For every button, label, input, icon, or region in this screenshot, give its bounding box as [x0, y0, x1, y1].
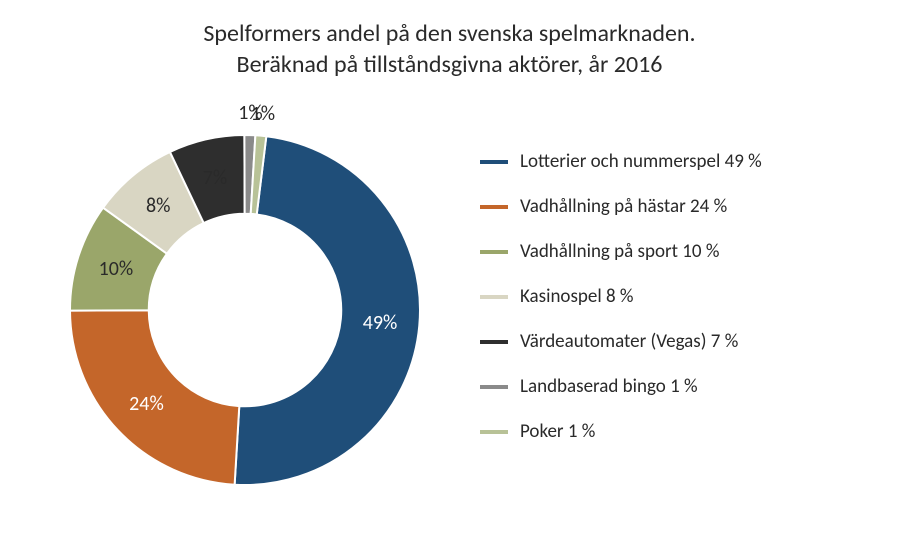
legend-label-3: Kasinospel 8 %: [520, 285, 633, 308]
title-line-2: Beräknad på tillståndsgivna aktörer, år …: [237, 50, 663, 79]
legend-item-3: Kasinospel 8 %: [480, 285, 880, 308]
chart-title: Spelformers andel på den svenska spelmar…: [0, 0, 899, 90]
legend-swatch-0: [480, 160, 508, 164]
chart-area: 49%24%10%8%7%1%1% Lotterier och nummersp…: [0, 90, 899, 560]
slice-label-4: 7%: [203, 166, 227, 190]
slice-label-3: 8%: [146, 194, 170, 218]
legend-item-2: Vadhållning på sport 10 %: [480, 240, 880, 263]
legend-label-5: Landbaserad bingo 1 %: [520, 375, 698, 398]
legend-swatch-2: [480, 250, 508, 254]
legend-swatch-6: [480, 430, 508, 434]
slice-label-0: 49%: [363, 311, 398, 335]
legend-label-1: Vadhållning på hästar 24 %: [520, 195, 727, 218]
slice-label-1: 24%: [129, 392, 164, 416]
legend-label-6: Poker 1 %: [520, 420, 595, 443]
slice-label-6: 1%: [251, 102, 275, 126]
slice-label-2: 10%: [99, 257, 134, 281]
legend-item-4: Värdeautomater (Vegas) 7 %: [480, 330, 880, 353]
title-line-1: Spelformers andel på den svenska spelmar…: [203, 19, 695, 48]
legend-label-0: Lotterier och nummerspel 49 %: [520, 150, 762, 173]
legend-item-6: Poker 1 %: [480, 420, 880, 443]
legend-label-2: Vadhållning på sport 10 %: [520, 240, 719, 263]
legend-swatch-5: [480, 385, 508, 389]
legend-swatch-1: [480, 205, 508, 209]
legend-label-4: Värdeautomater (Vegas) 7 %: [520, 330, 738, 353]
legend-item-5: Landbaserad bingo 1 %: [480, 375, 880, 398]
legend-swatch-4: [480, 340, 508, 344]
legend-swatch-3: [480, 295, 508, 299]
legend-item-0: Lotterier och nummerspel 49 %: [480, 150, 880, 173]
legend-item-1: Vadhållning på hästar 24 %: [480, 195, 880, 218]
legend: Lotterier och nummerspel 49 % Vadhållning…: [480, 150, 880, 465]
